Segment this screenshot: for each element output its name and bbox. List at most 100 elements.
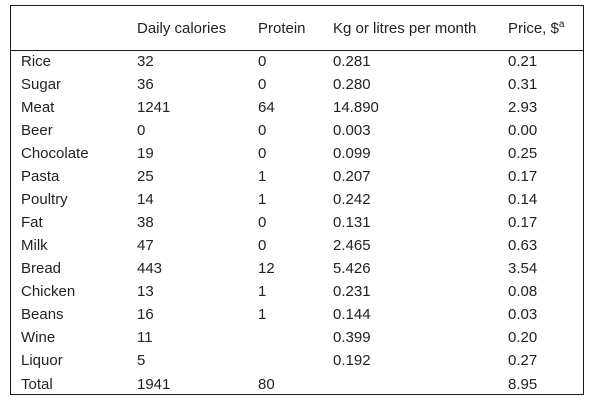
- cell-kg-litres: 0.192: [333, 352, 371, 369]
- cell-item: Chicken: [21, 283, 76, 300]
- cell-protein: 0: [258, 53, 267, 71]
- header-daily-calories: Daily calories: [137, 6, 258, 51]
- cell-daily-calories: 1941: [137, 375, 171, 393]
- cell-price: 3.54: [508, 260, 538, 277]
- cell-item: Poultry: [21, 191, 68, 208]
- cell-price: 0.31: [508, 76, 538, 93]
- cell-daily-calories: 16: [137, 306, 154, 323]
- cell-price: 0.25: [508, 145, 538, 162]
- cell-kg-litres: 0.280: [333, 76, 371, 93]
- cell-item: Beer: [21, 122, 53, 139]
- cell-protein: 0: [258, 237, 267, 254]
- cell-price: 0.17: [508, 214, 538, 231]
- cell-item: Milk: [21, 237, 48, 254]
- table-row: Wine 11 0.399 0.20: [11, 326, 583, 349]
- cell-protein: 1: [258, 168, 267, 185]
- footnote-marker: a: [558, 19, 565, 31]
- data-table: Daily calories Protein Kg or litres per …: [11, 6, 583, 396]
- cell-price: 0.14: [508, 191, 538, 208]
- cell-kg-litres: 0.231: [333, 283, 371, 300]
- cell-price: 2.93: [508, 99, 538, 116]
- cell-daily-calories: 13: [137, 283, 154, 300]
- cell-kg-litres: 0.003: [333, 122, 371, 139]
- cell-kg-litres: 0.099: [333, 145, 371, 162]
- total-row: Total 1941 80 8.95: [11, 372, 583, 396]
- header-kg-litres-per-month: Kg or litres per month: [333, 6, 508, 51]
- header-item: [11, 6, 137, 51]
- cell-item: Wine: [21, 329, 56, 346]
- cell-daily-calories: 1241: [137, 99, 171, 116]
- cell-kg-litres: 0.242: [333, 191, 371, 208]
- table-row: Meat 1241 64 14.890 2.93: [11, 96, 583, 119]
- table-body: Rice 32 0 0.281 0.21 Sugar 36 0 0.280 0.31 Meat 124…: [11, 50, 583, 396]
- cell-protein: 64: [258, 99, 275, 116]
- cell-item: Meat: [21, 99, 55, 116]
- cell-kg-litres: 2.465: [333, 237, 371, 254]
- cell-item: Bread: [21, 260, 62, 277]
- table-row: Fat 38 0 0.131 0.17: [11, 211, 583, 234]
- cell-daily-calories: 32: [137, 53, 154, 71]
- cell-price: 0.08: [508, 283, 538, 300]
- cell-item: Chocolate: [21, 145, 89, 162]
- header-protein: Protein: [258, 6, 333, 51]
- cell-kg-litres: 14.890: [333, 99, 379, 116]
- table-row: Beans 16 1 0.144 0.03: [11, 303, 583, 326]
- header-price-label: Price, $: [508, 20, 559, 38]
- cell-daily-calories: 0: [137, 122, 146, 139]
- cell-kg-litres: 0.131: [333, 214, 371, 231]
- cell-protein: 12: [258, 260, 275, 277]
- cell-kg-litres: 5.426: [333, 260, 371, 277]
- header-price: Price, $a: [508, 6, 583, 51]
- cell-item: Pasta: [21, 168, 60, 185]
- cell-item: Sugar: [21, 76, 62, 93]
- cell-protein: 0: [258, 122, 267, 139]
- cell-item: Total: [21, 375, 53, 393]
- cell-price: 0.27: [508, 352, 538, 369]
- cell-price: 0.17: [508, 168, 538, 185]
- table-row: Rice 32 0 0.281 0.21: [11, 50, 583, 73]
- cell-item: Rice: [21, 53, 52, 71]
- cell-kg-litres: 0.207: [333, 168, 371, 185]
- cell-protein: 0: [258, 214, 267, 231]
- cell-protein: [258, 326, 333, 349]
- cell-kg-litres: [333, 372, 508, 396]
- table-row: Pasta 25 1 0.207 0.17: [11, 165, 583, 188]
- cell-daily-calories: 25: [137, 168, 154, 185]
- cell-protein: 80: [258, 375, 275, 393]
- cell-daily-calories: 36: [137, 76, 154, 93]
- cell-daily-calories: 443: [137, 260, 163, 277]
- table-row: Sugar 36 0 0.280 0.31: [11, 73, 583, 96]
- cell-item: Beans: [21, 306, 64, 323]
- nutrition-price-table: Daily calories Protein Kg or litres per …: [10, 5, 584, 395]
- cell-protein: 1: [258, 191, 267, 208]
- cell-item: Liquor: [21, 352, 63, 369]
- table-row: Poultry 14 1 0.242 0.14: [11, 188, 583, 211]
- cell-protein: 0: [258, 145, 267, 162]
- cell-protein: 1: [258, 283, 267, 300]
- cell-protein: 0: [258, 76, 267, 93]
- table-row: Chicken 13 1 0.231 0.08: [11, 280, 583, 303]
- cell-daily-calories: 14: [137, 191, 154, 208]
- cell-daily-calories: 47: [137, 237, 154, 254]
- cell-item: Fat: [21, 214, 43, 231]
- cell-daily-calories: 38: [137, 214, 154, 231]
- cell-kg-litres: 0.399: [333, 329, 371, 346]
- cell-price: 0.63: [508, 237, 538, 254]
- cell-price: 0.20: [508, 329, 538, 346]
- cell-daily-calories: 11: [137, 329, 153, 346]
- table-row: Chocolate 19 0 0.099 0.25: [11, 142, 583, 165]
- cell-price: 0.21: [508, 53, 538, 71]
- table-row: Liquor 5 0.192 0.27: [11, 349, 583, 372]
- cell-kg-litres: 0.281: [333, 53, 371, 71]
- table-row: Beer 0 0 0.003 0.00: [11, 119, 583, 142]
- cell-price: 0.00: [508, 122, 538, 139]
- cell-kg-litres: 0.144: [333, 306, 371, 323]
- header-row: Daily calories Protein Kg or litres per …: [11, 6, 583, 51]
- table-row: Bread 443 12 5.426 3.54: [11, 257, 583, 280]
- cell-protein: 1: [258, 306, 267, 323]
- cell-price: 0.03: [508, 306, 538, 323]
- cell-daily-calories: 5: [137, 352, 146, 369]
- cell-protein: [258, 349, 333, 372]
- table-row: Milk 47 0 2.465 0.63: [11, 234, 583, 257]
- cell-daily-calories: 19: [137, 145, 154, 162]
